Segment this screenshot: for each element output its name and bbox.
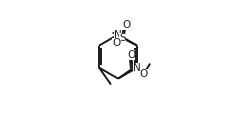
Text: N: N — [133, 63, 141, 73]
Text: S: S — [119, 33, 126, 43]
Text: O: O — [140, 69, 148, 79]
Text: N: N — [114, 30, 122, 40]
Text: O: O — [127, 50, 136, 60]
Text: O: O — [112, 38, 120, 48]
Text: O: O — [122, 20, 130, 30]
